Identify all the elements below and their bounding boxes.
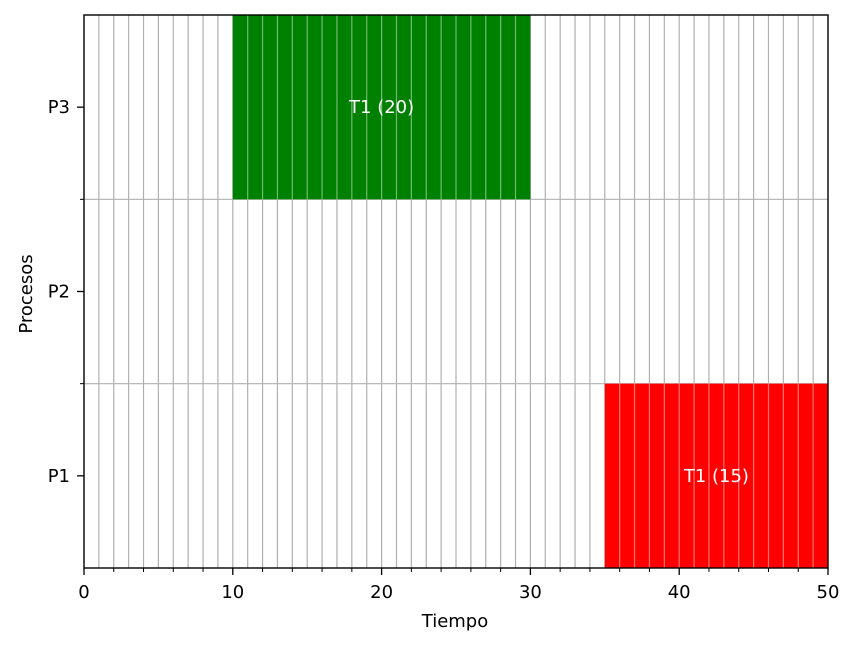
task-label: T1 (15) xyxy=(683,466,749,487)
x-tick-label: 10 xyxy=(221,582,244,603)
axes-layer xyxy=(77,14,829,575)
labels-layer: T1 (20) T1 (15) 0 10 20 30 40 50 P1 P2 P3 xyxy=(48,97,840,603)
task-bar xyxy=(604,383,828,568)
bar-grid-overlay xyxy=(247,15,814,568)
y-tick-label: P1 xyxy=(48,466,70,487)
bars-layer xyxy=(232,15,828,568)
task-label: T1 (20) xyxy=(348,97,414,118)
x-tick-label: 50 xyxy=(817,582,840,603)
x-axis-label: Tiempo xyxy=(421,611,489,632)
y-tick-label: P3 xyxy=(48,97,70,118)
y-axis-label: Procesos xyxy=(16,254,37,333)
y-tick-label: P2 xyxy=(48,282,70,303)
task-bar xyxy=(232,15,531,200)
x-tick-label: 20 xyxy=(370,582,393,603)
x-tick-label: 40 xyxy=(668,582,691,603)
x-tick-label: 0 xyxy=(78,582,89,603)
x-tick-label: 30 xyxy=(519,582,542,603)
